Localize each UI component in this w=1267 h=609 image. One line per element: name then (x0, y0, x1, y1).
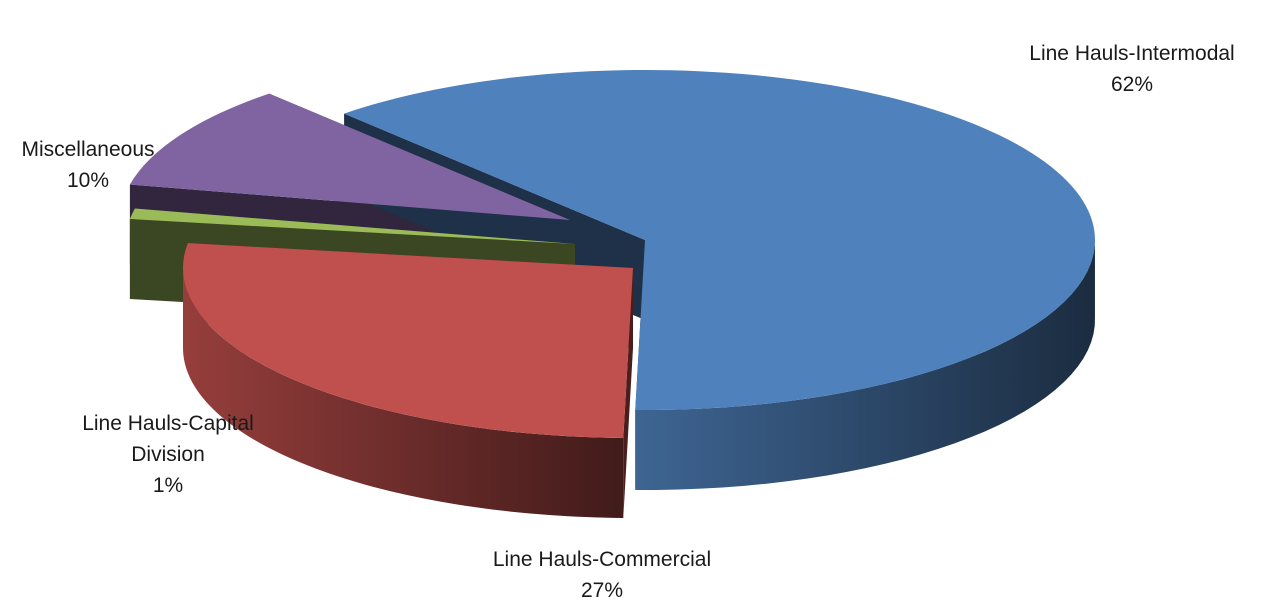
data-labels: Line Hauls-Intermodal 62% Line Hauls-Comme… (21, 42, 1234, 602)
slice-side-line-hauls-intermodal (635, 237, 1095, 490)
slice-side-line-hauls-commercial (183, 268, 624, 518)
slice-top-line-hauls-intermodal (344, 69, 1096, 411)
data-label-miscellaneous: Miscellaneous 10% (21, 138, 154, 192)
slice-top-line-hauls-capital-division (129, 208, 575, 244)
slice-top-line-hauls-commercial (182, 243, 633, 438)
data-label-percent: 10% (67, 169, 109, 192)
data-label-line-hauls-commercial: Line Hauls-Commercial 27% (493, 548, 711, 602)
data-label-name: Line Hauls-Intermodal (1029, 42, 1234, 65)
data-label-name: Miscellaneous (21, 138, 154, 161)
data-label-percent: 27% (581, 579, 623, 602)
data-label-name: Line Hauls-Commercial (493, 548, 711, 571)
slice-top-miscellaneous (129, 93, 571, 220)
data-label-name: Division (131, 443, 205, 466)
data-label-name: Line Hauls-Capital (82, 412, 254, 435)
data-label-line-hauls-capital-division: Line Hauls-Capital Division 1% (82, 412, 254, 497)
data-label-line-hauls-intermodal: Line Hauls-Intermodal 62% (1029, 42, 1234, 96)
data-label-percent: 62% (1111, 73, 1153, 96)
slice-tops (129, 69, 1096, 438)
data-label-percent: 1% (153, 474, 183, 497)
